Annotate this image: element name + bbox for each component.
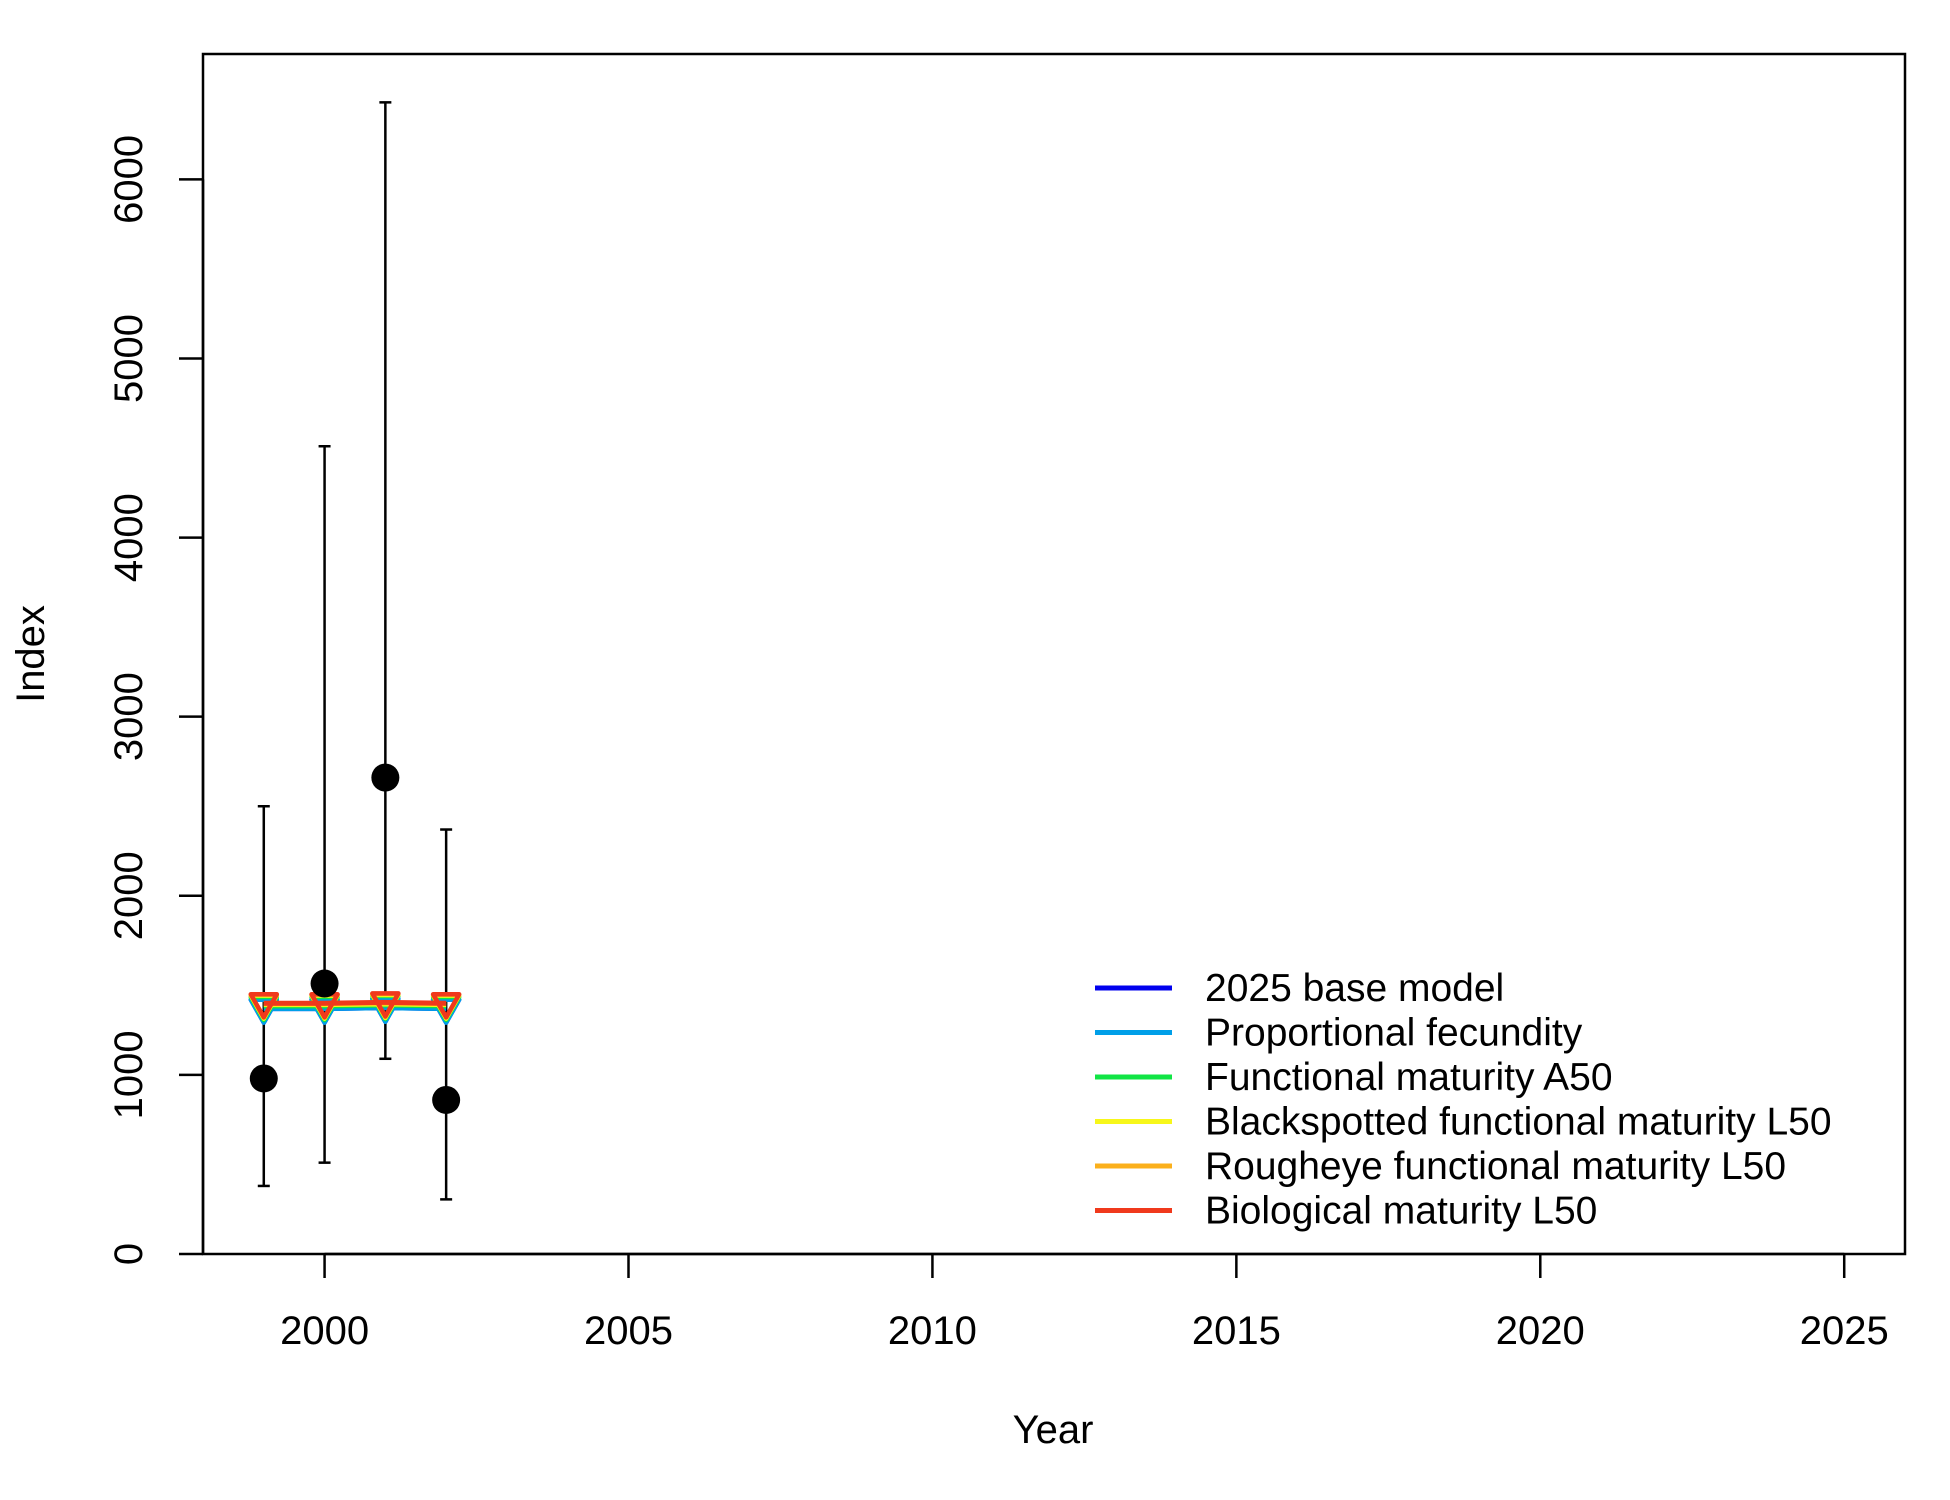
y-axis-label: Index xyxy=(9,605,53,703)
y-tick-label: 2000 xyxy=(107,851,151,940)
legend-label: Biological maturity L50 xyxy=(1205,1190,1597,1233)
y-tick-label: 4000 xyxy=(107,493,151,582)
plot-frame xyxy=(201,52,1907,1256)
observed-point xyxy=(249,1064,278,1093)
observed-point xyxy=(432,1085,461,1114)
legend-label: Blackspotted functional maturity L50 xyxy=(1205,1101,1832,1144)
series-lines xyxy=(248,991,462,1025)
legend-item: Functional maturity A50 xyxy=(1095,1056,1613,1099)
x-tick-label: 2020 xyxy=(1496,1309,1585,1353)
y-tick-label: 6000 xyxy=(107,135,151,224)
x-tick-label: 2010 xyxy=(888,1309,977,1353)
series-point xyxy=(370,991,401,1019)
legend-label: Proportional fecundity xyxy=(1205,1012,1583,1055)
y-tick-label: 0 xyxy=(107,1243,151,1265)
observed-point xyxy=(310,969,339,998)
y-tick-label: 3000 xyxy=(107,672,151,761)
legend-label: Functional maturity A50 xyxy=(1205,1056,1613,1099)
legend-item: Biological maturity L50 xyxy=(1095,1190,1597,1233)
series-2 xyxy=(248,993,462,1023)
series-line xyxy=(263,1005,447,1012)
x-tick-label: 2025 xyxy=(1800,1309,1889,1353)
y-tick-label: 1000 xyxy=(107,1030,151,1119)
x-tick-label: 2015 xyxy=(1192,1309,1281,1353)
series-line xyxy=(263,999,447,1006)
legend-label: Rougheye functional maturity L50 xyxy=(1205,1145,1786,1188)
x-axis-label: Year xyxy=(1013,1408,1094,1452)
legend-item: Blackspotted functional maturity L50 xyxy=(1095,1101,1832,1144)
legend-item: Rougheye functional maturity L50 xyxy=(1095,1145,1786,1188)
series-5 xyxy=(248,991,462,1020)
series-point xyxy=(248,992,280,1020)
legend-label: 2025 base model xyxy=(1205,967,1504,1010)
x-axis: 2000 2005 2010 2015 2020 2025 xyxy=(280,1252,1889,1353)
y-axis: 0 1000 2000 3000 4000 5000 6000 xyxy=(107,135,205,1265)
legend-item: 2025 base model xyxy=(1095,967,1504,1010)
x-tick-label: 2005 xyxy=(584,1309,673,1353)
series-point xyxy=(430,992,462,1020)
x-tick-label: 2000 xyxy=(280,1309,369,1353)
series-3 xyxy=(248,992,462,1021)
legend-item: Proportional fecundity xyxy=(1095,1012,1583,1055)
observed-points xyxy=(249,763,461,1114)
y-tick-label: 5000 xyxy=(107,314,151,403)
observed-point xyxy=(371,763,400,792)
error-bars xyxy=(257,101,453,1201)
